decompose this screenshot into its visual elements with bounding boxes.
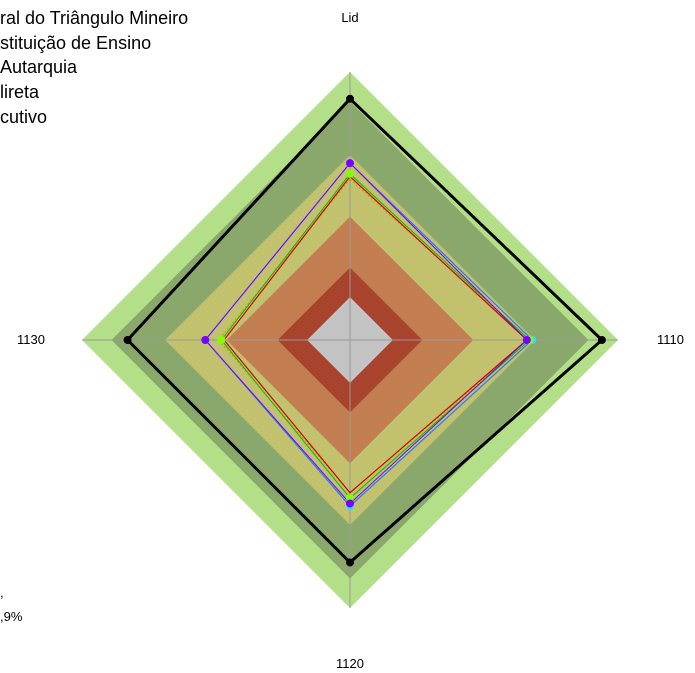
side-label: , [0,585,4,600]
series-5-point [201,336,210,344]
legend-line: lireta [0,82,40,102]
series-0-point [123,336,132,344]
legend-line: stituição de Ensino [0,33,151,53]
legend-line: Autarquia [0,57,78,77]
series-5-point [346,499,354,508]
series-5-point [522,336,531,344]
series-0-point [346,94,354,103]
legend-line: cutivo [0,107,47,127]
series-4-point [346,169,354,178]
series-0-point [597,336,606,344]
radar-series [123,94,606,567]
series-4-point [217,336,226,344]
legend: ral do Triângulo Mineiro stituição de En… [0,8,188,127]
series-line-3 [223,175,528,494]
axis-label-left: 1130 [17,332,45,347]
axis-label-bottom: 1120 [336,656,364,671]
series-5-point [346,159,354,168]
axis-label-top: Lid [341,10,358,25]
side-label: ,9% [0,609,23,624]
series-0-point [346,558,354,567]
axis-label-right: 1110 [657,332,684,347]
legend-line: ral do Triângulo Mineiro [0,8,188,28]
radar-gridlines [82,72,618,608]
